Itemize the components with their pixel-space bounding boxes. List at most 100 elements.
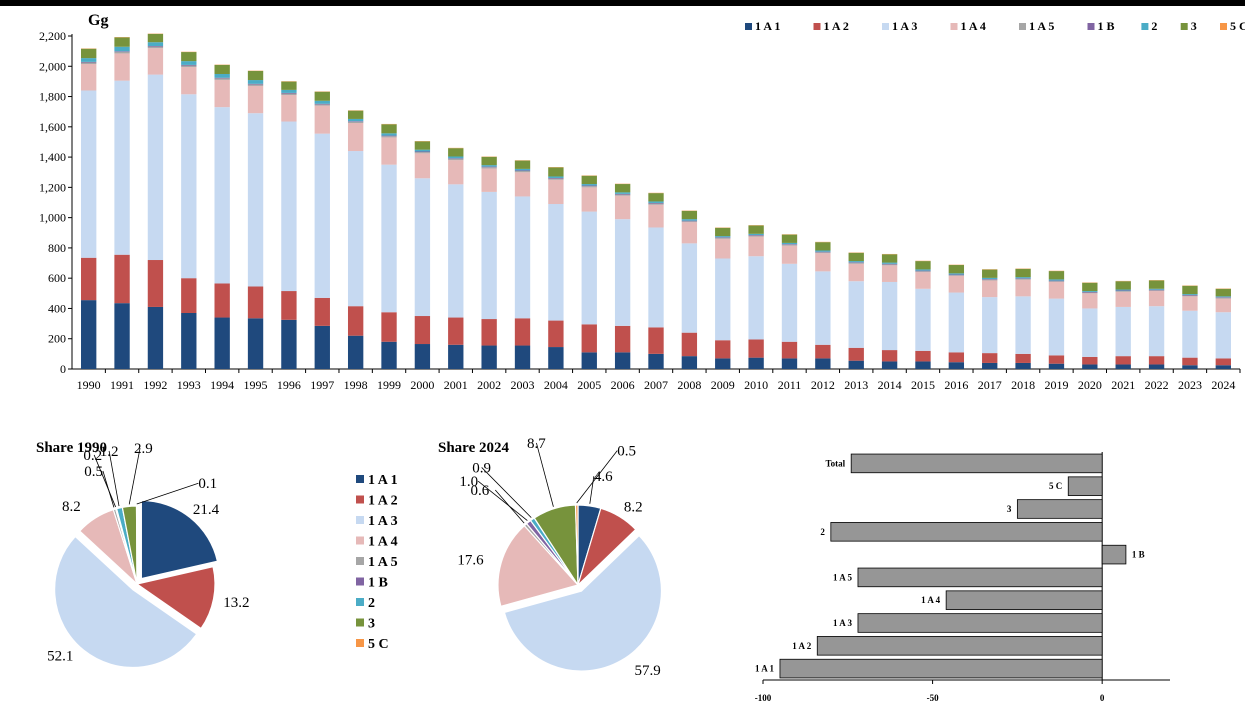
x-tick-label: 2016 — [944, 378, 968, 392]
x-tick-label: 2024 — [1211, 378, 1235, 392]
bar-segment-1a2 — [514, 318, 531, 346]
pie-label-5c: 0.5 — [617, 444, 636, 460]
bar-segment-3 — [481, 156, 497, 166]
bar-segment-1b — [548, 177, 564, 179]
bar-segment-1a2 — [247, 286, 264, 319]
x-tick-label: 2009 — [711, 378, 735, 392]
pie-leader-line — [494, 489, 525, 524]
legend-label-1a5: 1 A 5 — [1029, 19, 1054, 33]
bar-segment-1b — [748, 235, 764, 236]
hbar-1a4 — [945, 590, 1103, 610]
bar-segment-1a1 — [1048, 363, 1065, 369]
pie-slice-1a2 — [135, 565, 216, 630]
bar-segment-3 — [614, 184, 631, 193]
bar-segment-2 — [748, 233, 764, 236]
pie-label-1a1: 4.6 — [594, 469, 613, 485]
bar-segment-3 — [848, 252, 864, 262]
bar-segment-1a5 — [648, 203, 664, 205]
pie-label-1a3: 52.1 — [47, 649, 73, 665]
bar-segment-3 — [314, 91, 330, 101]
bar-segment-1a1 — [848, 360, 864, 369]
bar-segment-1a5 — [114, 51, 130, 54]
pie-legend-swatch-1a4 — [356, 536, 364, 545]
legend-label-5c: 5 C — [1230, 19, 1245, 33]
bar-segment-2 — [848, 261, 864, 263]
bar-segment-1a4 — [548, 179, 564, 205]
bar-segment-1a2 — [715, 340, 731, 359]
bar-segment-3 — [1182, 285, 1198, 295]
bar-segment-2 — [815, 250, 831, 252]
bar-segment-2 — [481, 165, 497, 167]
bar-segment-3 — [414, 141, 431, 150]
x-tick-label: 2010 — [744, 378, 768, 392]
bar-segment-1a4 — [815, 253, 831, 272]
bar-segment-3 — [815, 242, 831, 251]
bar-segment-1a1 — [681, 356, 698, 369]
bar-segment-1a1 — [381, 341, 397, 369]
bar-segment-2 — [514, 168, 531, 171]
bar-segment-1a5 — [81, 62, 97, 65]
bar-segment-1a3 — [314, 133, 330, 298]
bar-segment-1a1 — [314, 325, 330, 369]
y-tick-label: 2,200 — [39, 29, 66, 43]
bar-segment-1a2 — [614, 325, 631, 353]
bar-segment-1b — [281, 92, 297, 94]
bar-segment-3 — [948, 265, 965, 274]
bar-segment-1a2 — [448, 317, 464, 345]
bar-segment-1a3 — [815, 271, 831, 345]
bar-segment-2 — [915, 269, 931, 271]
pie-slice-2 — [115, 506, 138, 585]
hbar-5c — [1067, 476, 1103, 496]
bar-segment-1a3 — [715, 258, 731, 341]
bar-segment-1a4 — [147, 48, 164, 75]
pie-leader-line — [136, 482, 199, 505]
bar-segment-1a3 — [147, 74, 164, 261]
bar-segment-1a2 — [81, 257, 97, 301]
bar-segment-3 — [881, 254, 898, 263]
y-tick-label: 200 — [48, 332, 66, 346]
bar-segment-2 — [314, 100, 330, 104]
x-tick-label: 2021 — [1111, 378, 1135, 392]
pie-slice-1a2 — [576, 507, 637, 588]
bar-segment-1a3 — [1182, 310, 1198, 358]
bar-segment-3 — [214, 64, 230, 74]
bar-segment-1a2 — [1048, 355, 1065, 364]
bar-segment-1a5 — [1215, 297, 1231, 299]
bar-segment-1a5 — [948, 275, 965, 276]
bar-segment-1a5 — [147, 46, 164, 49]
x-tick-label: 2004 — [544, 378, 568, 392]
legend-swatch-3 — [1180, 23, 1188, 30]
hbar-x-tick-label: 0 — [1100, 693, 1105, 703]
hbar-1b — [1101, 544, 1127, 565]
bar-segment-2 — [81, 58, 97, 62]
pie-label-1a5: 0.5 — [84, 464, 103, 480]
pie-leader-line — [108, 450, 120, 507]
bar-segment-2 — [114, 46, 130, 52]
bar-segment-1a3 — [748, 256, 764, 340]
hbar-label-1a1: 1 A 1 — [755, 664, 775, 674]
bar-segment-1b — [448, 158, 464, 159]
bar-segment-2 — [1082, 291, 1098, 292]
bar-segment-3 — [1082, 282, 1098, 292]
bar-segment-1b — [1182, 294, 1198, 296]
pie-legend-swatch-3 — [356, 618, 364, 627]
bar-segment-3 — [247, 70, 264, 81]
bar-segment-2 — [781, 242, 798, 245]
bar-segment-2 — [1048, 279, 1065, 281]
bar-segment-2 — [948, 273, 965, 275]
bar-segment-1a3 — [448, 184, 464, 318]
bar-segment-3 — [781, 234, 798, 243]
legend-swatch-2 — [1141, 23, 1149, 30]
bar-segment-1a2 — [1148, 356, 1165, 365]
bar-segment-1a1 — [815, 358, 831, 369]
bar-segment-1a3 — [381, 164, 397, 313]
bar-segment-1a4 — [281, 95, 297, 122]
bar-segment-1a2 — [581, 324, 597, 353]
pie-slice-1a5 — [523, 522, 579, 586]
bar-segment-2 — [347, 118, 364, 122]
bar-segment-1b — [147, 45, 164, 47]
pie-label-1a1: 21.4 — [193, 502, 220, 518]
bar-segment-3 — [681, 210, 698, 220]
bar-segment-1a4 — [414, 153, 431, 179]
hbar-label-3: 3 — [1007, 504, 1012, 514]
